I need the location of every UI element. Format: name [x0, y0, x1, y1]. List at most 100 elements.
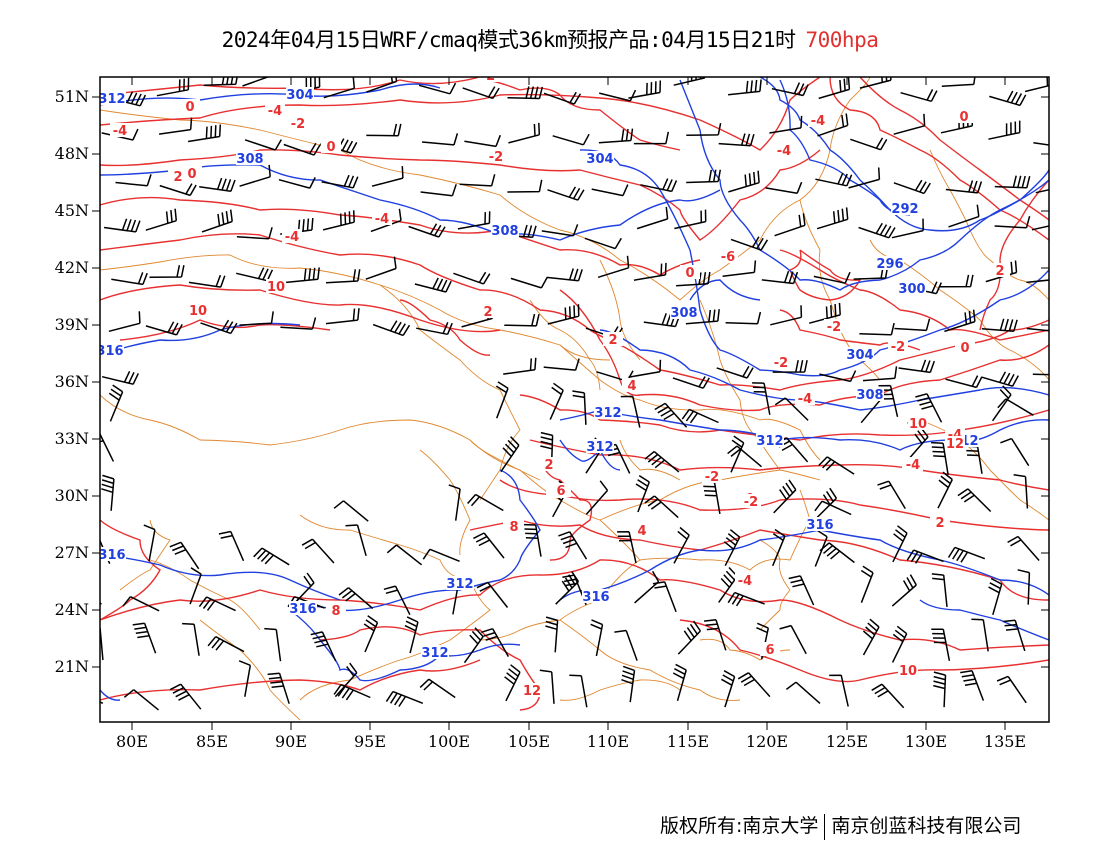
label-bg — [702, 469, 722, 483]
wind-barb — [385, 690, 424, 707]
wind-barb — [187, 124, 222, 143]
geopotential-label: 292 — [891, 202, 918, 217]
wind-barb — [813, 487, 838, 522]
wind-barb — [816, 207, 849, 230]
label-bg — [586, 151, 614, 165]
lon-label: 135E — [984, 732, 1026, 751]
label-bg — [100, 343, 124, 357]
label-bg — [100, 547, 126, 561]
geopotential-label: 312 — [446, 577, 473, 592]
label-bg — [898, 281, 926, 295]
wind-barb — [132, 622, 157, 654]
wind-barb — [933, 671, 947, 708]
geopotential-contour — [289, 469, 541, 612]
wind-barb — [338, 587, 374, 610]
geopotential-label: 316 — [96, 344, 123, 359]
wind-barb — [598, 128, 634, 144]
temperature-contour — [829, 77, 1049, 241]
temperature-contour — [859, 77, 1049, 221]
wind-barb — [408, 223, 446, 238]
wind-barb — [702, 481, 721, 515]
lat-label: 33N — [55, 429, 89, 448]
wind-barb — [723, 529, 741, 567]
temperature-contour — [100, 77, 821, 151]
label-bg — [718, 249, 738, 263]
wind-barb — [547, 186, 585, 201]
wind-barb — [545, 616, 559, 653]
wind-barb — [674, 209, 707, 230]
wind-barb — [988, 577, 1003, 616]
label-bg — [888, 339, 908, 353]
wind-barb — [422, 133, 459, 146]
label-bg — [898, 663, 918, 677]
wind-barb — [1024, 77, 1049, 93]
wind-barb — [915, 393, 943, 423]
wind-barb — [829, 674, 849, 707]
lon-label: 80E — [116, 732, 148, 751]
temperature-contour — [119, 319, 331, 341]
wind-barb — [325, 308, 360, 325]
geopotential-contour — [579, 149, 1049, 377]
wind-barb — [562, 574, 587, 606]
wind-barb — [467, 493, 504, 512]
lon-label: 90E — [275, 732, 307, 751]
boundary-line — [929, 149, 1049, 301]
wind-barb — [1007, 535, 1040, 561]
wind-barb — [730, 236, 769, 251]
wind-barb — [584, 237, 622, 250]
label-bg — [954, 109, 974, 123]
wind-barb — [244, 139, 282, 151]
temperature-label: -2 — [774, 356, 788, 371]
boundary-line — [100, 254, 611, 361]
wind-barb — [201, 209, 233, 233]
wind-barb — [1000, 437, 1030, 467]
label-bg — [491, 223, 519, 237]
wind-barb — [253, 547, 290, 566]
temperature-label: 2 — [995, 264, 1004, 279]
boundary-line — [199, 619, 301, 721]
temperature-label: -2 — [291, 117, 305, 132]
wind-barb — [819, 542, 855, 564]
temperature-label: 12 — [946, 437, 964, 452]
copyright-right: 南京创蓝科技有限公司 — [831, 815, 1022, 837]
label-bg — [876, 256, 904, 270]
temperature-label: 8 — [509, 520, 518, 535]
wind-barb — [633, 262, 667, 281]
label-bg — [908, 416, 928, 430]
label-bg — [771, 355, 791, 369]
label-bg — [289, 601, 317, 615]
temperature-contour — [559, 289, 1049, 412]
wind-barb — [325, 269, 361, 284]
wind-barb — [937, 471, 953, 509]
wind-barb — [280, 317, 317, 330]
label-bg — [288, 116, 308, 130]
wind-barb — [504, 664, 521, 702]
wind-barb — [685, 309, 720, 325]
wind-barb — [510, 277, 548, 289]
wind-barb — [945, 375, 983, 389]
wind-barb — [906, 426, 929, 462]
wind-barb — [860, 565, 874, 603]
wind-barb — [370, 208, 402, 233]
label-bg — [756, 433, 784, 447]
wind-barb — [620, 395, 641, 428]
wind-barb — [944, 309, 976, 333]
label-bg — [741, 494, 761, 508]
wind-barb — [111, 272, 148, 286]
label-bg — [735, 573, 755, 587]
wind-barb — [635, 474, 651, 513]
wind-barb — [301, 538, 335, 564]
geopotential-label: 312 — [98, 92, 125, 107]
wind-barb — [931, 441, 949, 475]
wind-barb — [278, 177, 316, 189]
wind-barb — [640, 178, 678, 193]
label-bg — [622, 378, 642, 392]
wind-barb — [422, 548, 460, 562]
label-bg — [632, 523, 652, 537]
lon-label: 95E — [354, 732, 386, 751]
wind-barb — [156, 77, 190, 97]
temperature-label: -2 — [481, 69, 495, 84]
wind-barb — [859, 322, 895, 336]
temperature-label: 2 — [483, 305, 492, 320]
wind-barb — [673, 526, 690, 564]
